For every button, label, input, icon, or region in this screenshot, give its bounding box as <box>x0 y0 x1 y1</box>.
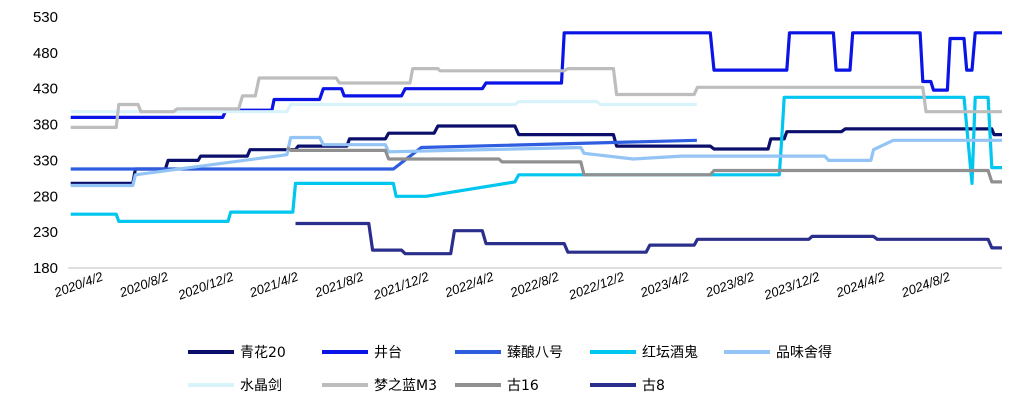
y-axis: 180 230 280 330 380 430 480 530 <box>33 9 58 277</box>
y-tick-label: 430 <box>33 81 58 98</box>
x-tick-label: 2023/4/2 <box>637 268 691 300</box>
series-line-7 <box>70 66 1002 130</box>
legend-label: 水晶剑 <box>240 378 282 394</box>
y-tick-label: 380 <box>33 117 58 134</box>
y-tick-label: 530 <box>33 9 58 26</box>
plot-area <box>70 31 1002 256</box>
legend-label: 梦之蓝M3 <box>374 378 437 394</box>
legend-label: 古8 <box>642 378 665 394</box>
series-line-1 <box>70 124 1002 185</box>
x-tick-label: 2023/12/2 <box>761 268 822 302</box>
y-tick-label: 280 <box>33 188 58 205</box>
x-tick-label: 2021/12/2 <box>370 268 431 302</box>
x-tick-label: 2022/12/2 <box>566 268 627 302</box>
series-line-6 <box>70 99 697 114</box>
legend-label: 青花20 <box>240 345 286 361</box>
series-line-2 <box>70 31 1002 120</box>
x-tick-label: 2024/4/2 <box>833 268 887 300</box>
legend-label: 红坛酒鬼 <box>642 345 698 361</box>
x-tick-label: 2021/4/2 <box>247 268 301 300</box>
y-tick-label: 180 <box>33 260 58 277</box>
series-line-8 <box>285 146 1002 184</box>
series-line-4 <box>70 95 1002 223</box>
legend-label: 品味舍得 <box>776 344 832 361</box>
legend-label: 臻酿八号 <box>507 345 563 361</box>
x-tick-label: 2021/8/2 <box>312 268 366 300</box>
y-tick-label: 480 <box>33 45 58 62</box>
x-tick-label: 2022/4/2 <box>442 268 496 300</box>
series-line-9 <box>295 221 1002 256</box>
legend-label: 井台 <box>374 345 402 361</box>
y-tick-label: 330 <box>33 152 58 169</box>
x-tick-label: 2020/12/2 <box>175 268 236 302</box>
x-tick-label: 2020/8/2 <box>117 268 171 300</box>
x-tick-label: 2020/4/2 <box>51 268 105 300</box>
x-tick-label: 2023/8/2 <box>703 268 757 300</box>
series-line-5 <box>70 135 1002 188</box>
x-tick-label: 2024/8/2 <box>899 268 953 300</box>
x-tick-label: 2022/8/2 <box>507 268 561 300</box>
legend-label: 古16 <box>507 378 539 394</box>
x-axis: 2020/4/2 2020/8/2 2020/12/2 2021/4/2 2021/8/… <box>51 268 953 302</box>
y-tick-label: 230 <box>33 224 58 241</box>
